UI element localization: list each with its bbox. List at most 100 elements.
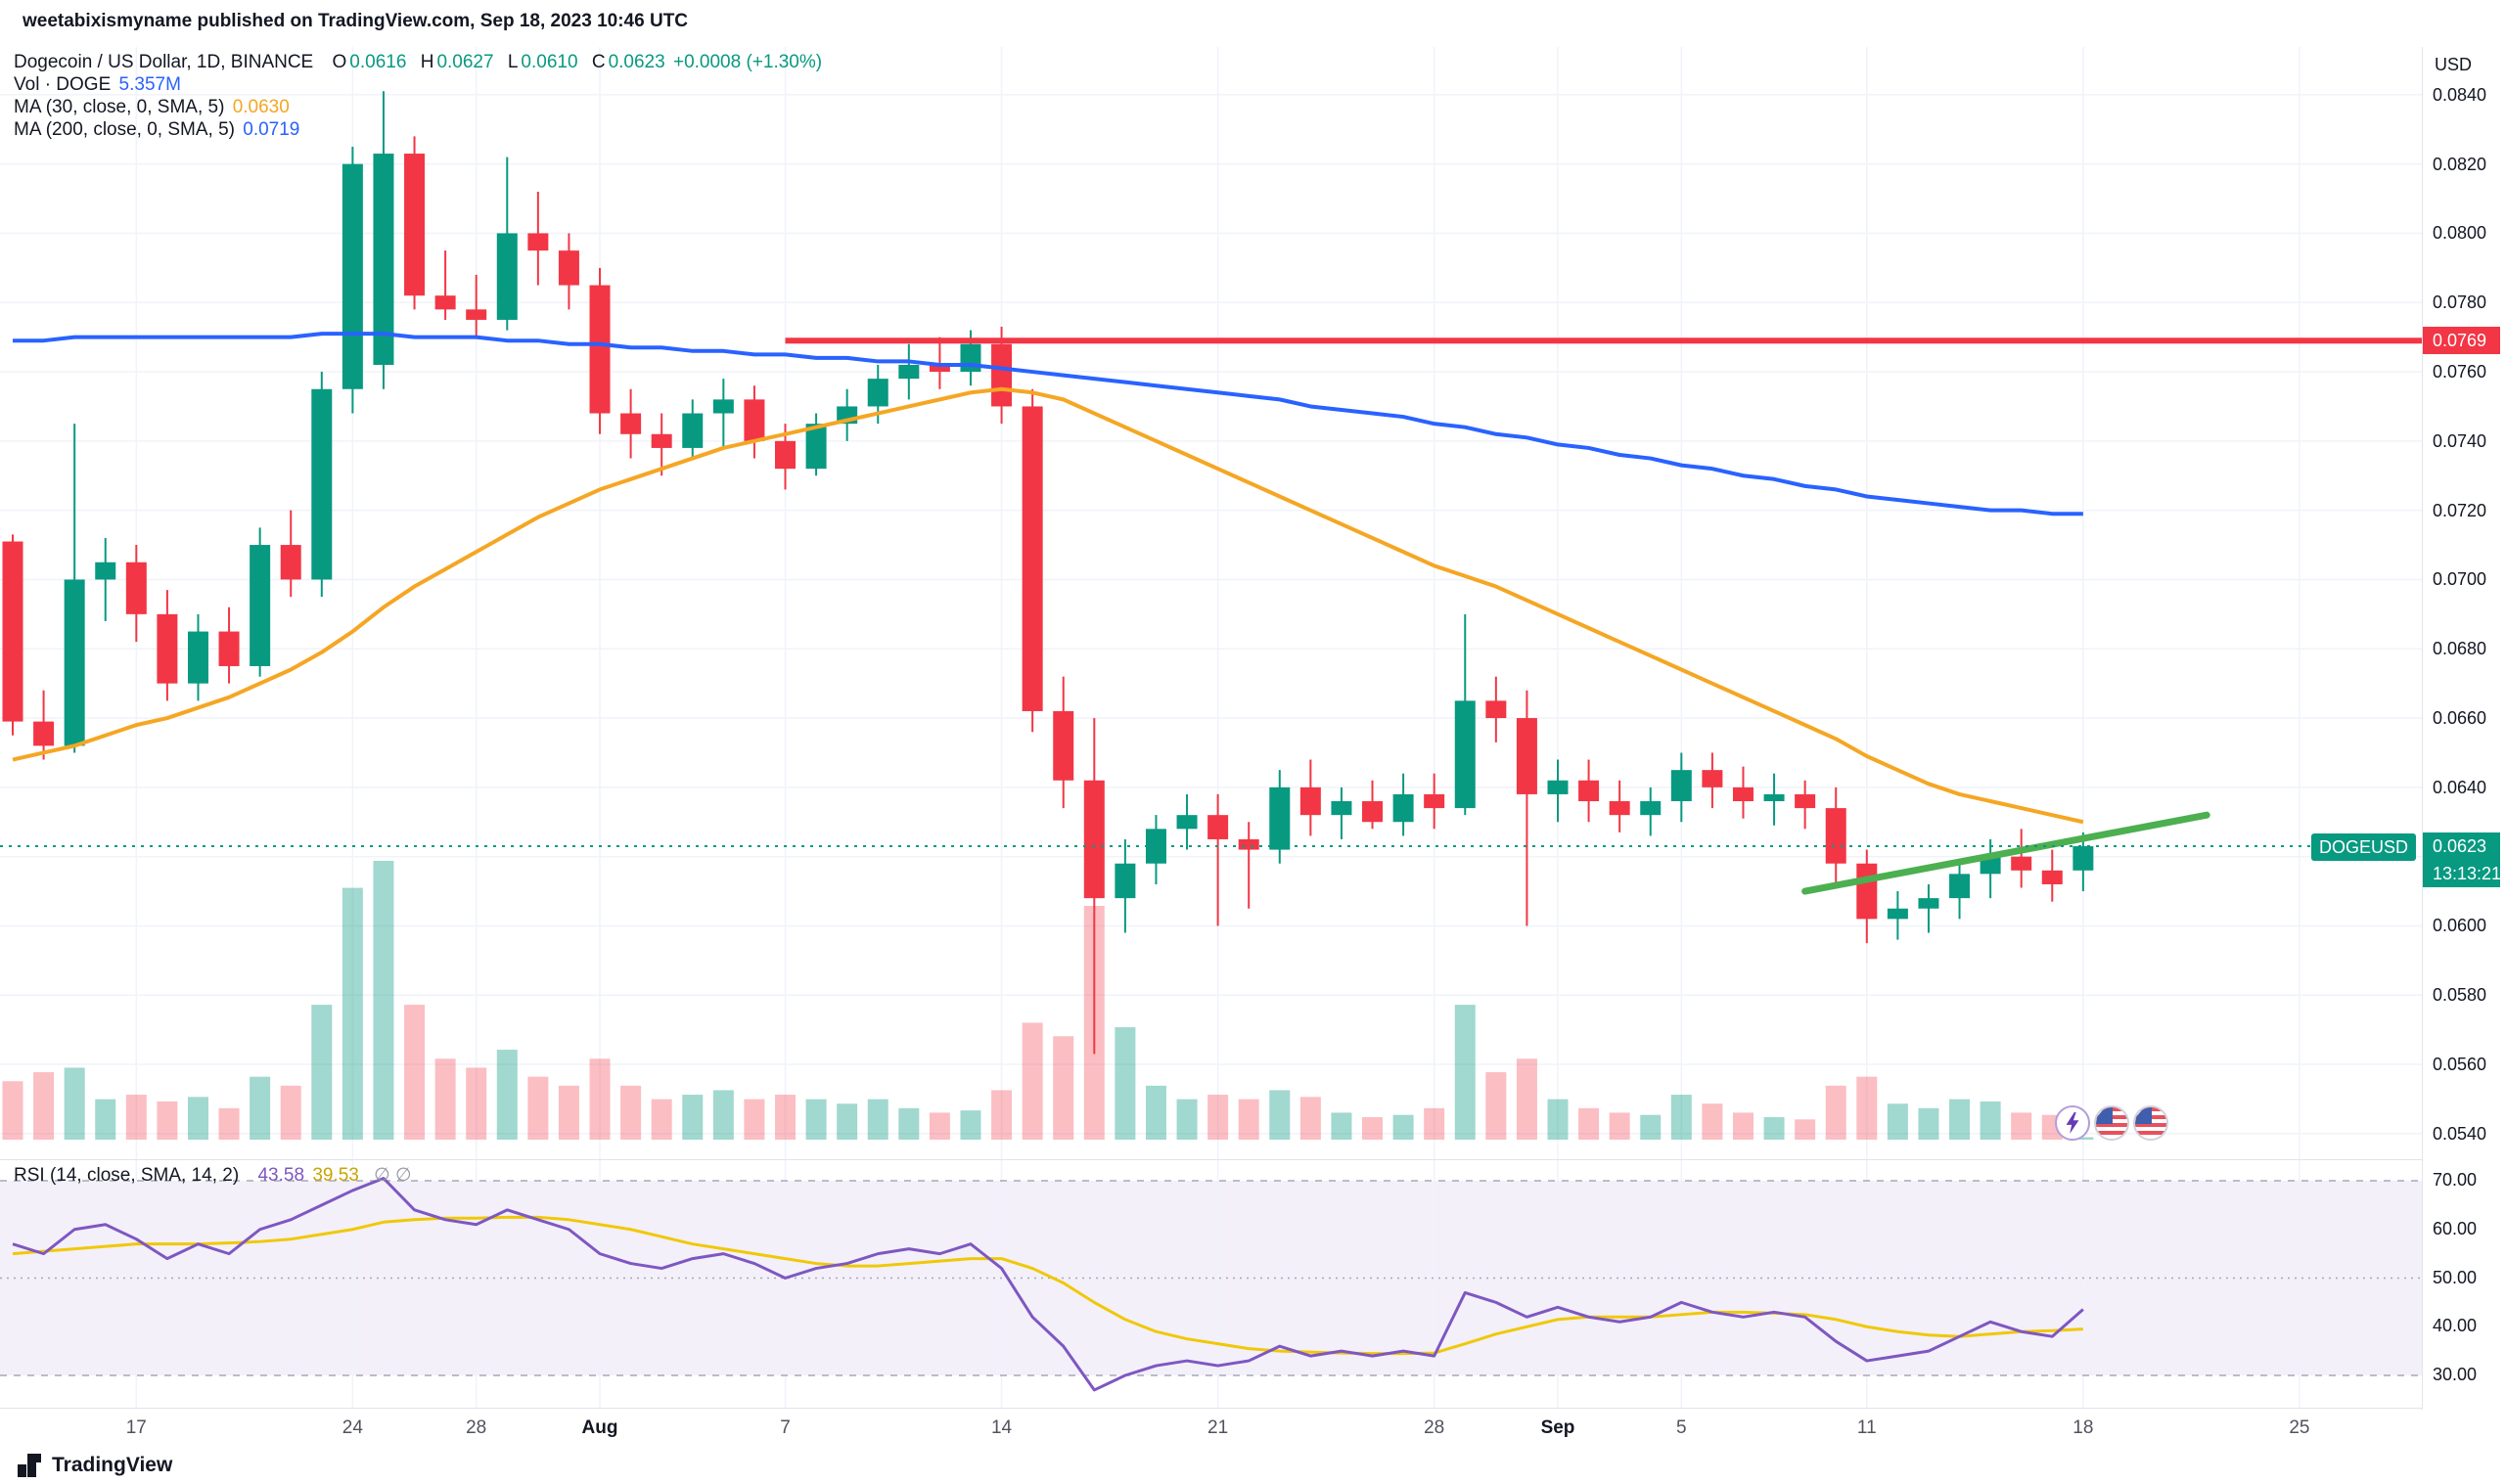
volume-bar: [1795, 1119, 1816, 1140]
price-tick-label: 0.0820: [2433, 154, 2487, 174]
rsi-ma-line: [12, 1215, 2083, 1356]
volume-bar: [496, 1050, 518, 1140]
volume-bar: [1578, 1107, 1600, 1140]
price-tick-label: 0.0840: [2433, 84, 2487, 105]
volume-bar: [1918, 1107, 1939, 1140]
price-chart-svg[interactable]: [0, 47, 2422, 1159]
candle-body: [1022, 406, 1043, 711]
price-tick-label: 0.0760: [2433, 362, 2487, 382]
volume-bar: [1362, 1117, 1384, 1140]
volume-bar: [929, 1112, 950, 1140]
candle-body: [95, 562, 116, 580]
volume-bar: [651, 1099, 672, 1140]
candle-body: [867, 379, 888, 407]
candle-body: [218, 631, 240, 666]
candle-body: [1825, 808, 1846, 864]
candle-body: [589, 285, 611, 414]
price-pane[interactable]: Dogecoin / US Dollar, 1D, BINANCE O 0.061…: [0, 47, 2422, 1159]
candle-body: [1238, 838, 1259, 850]
date-tick-label: 25: [2289, 1417, 2310, 1438]
rsi-line: [12, 1177, 2084, 1392]
date-tick-label: 28: [466, 1417, 487, 1438]
candle-body: [311, 388, 333, 580]
date-tick-label: 17: [125, 1417, 147, 1438]
candle-body: [2041, 870, 2063, 884]
candle-body: [929, 364, 950, 373]
volume-bar: [527, 1076, 549, 1140]
symbol-price-tag: DOGEUSD: [2310, 833, 2416, 862]
publish-line: weetabixismyname published on TradingVie…: [23, 11, 689, 31]
flag-icon-1[interactable]: [2094, 1105, 2129, 1141]
candle-body: [1516, 718, 1537, 794]
volume-bar: [960, 1110, 981, 1140]
volume-bar: [1547, 1099, 1569, 1140]
time-axis[interactable]: 17 24 28 Aug 7 14 21 28 Sep 5 11 18 25: [0, 1412, 2422, 1451]
price-tick-label: 0.0780: [2433, 292, 2487, 313]
candle-body: [1331, 801, 1352, 816]
volume-bar: [342, 887, 363, 1140]
rsi-pane[interactable]: RSI (14, close, SMA, 14, 2) 43.58 39.53 …: [0, 1159, 2422, 1409]
rsi-tick-label: 50.00: [2433, 1267, 2478, 1287]
boost-icon[interactable]: [2055, 1105, 2090, 1141]
candle-body: [1362, 801, 1384, 823]
candle-body: [1053, 710, 1074, 781]
candle-body: [280, 545, 301, 580]
rsi-tick-label: 30.00: [2433, 1365, 2478, 1384]
current-price-label: 0.0623: [2423, 832, 2500, 861]
candle-body: [466, 309, 487, 320]
resistance-price-label: 0.0769: [2423, 327, 2500, 355]
price-axis[interactable]: USD 0.0840 0.0820 0.0800 0.0780 0.0760 0.0740…: [2422, 47, 2505, 1410]
volume-bar: [250, 1076, 271, 1140]
candle-body: [620, 413, 642, 434]
axis-currency-label: USD: [2435, 55, 2473, 74]
candle-countdown-label: 13:13:21: [2423, 860, 2501, 888]
volume-bar: [1702, 1103, 1723, 1140]
candle-body: [991, 343, 1013, 407]
flag-icon-2[interactable]: [2133, 1105, 2168, 1141]
candle-body: [404, 154, 426, 296]
volume-bar: [1207, 1095, 1229, 1140]
candle-body: [2, 541, 23, 722]
rsi-chart-svg[interactable]: [0, 1160, 2422, 1408]
date-tick-label: 21: [1207, 1417, 1229, 1438]
volume-bar: [1887, 1103, 1908, 1140]
volume-bar: [1856, 1076, 1878, 1140]
date-tick-label: 28: [1424, 1417, 1445, 1438]
candle-body: [125, 562, 147, 614]
volume-bar: [589, 1058, 611, 1140]
tradingview-footer[interactable]: TradingView: [16, 1452, 172, 1479]
candle-body: [1454, 700, 1476, 809]
volume-bar: [1299, 1097, 1321, 1140]
volume-bar: [466, 1067, 487, 1140]
candle-body: [1640, 801, 1662, 816]
month-tick-label: Sep: [1540, 1417, 1575, 1438]
candle-body: [1763, 793, 1785, 802]
candle-body: [496, 233, 518, 320]
volume-bar: [712, 1090, 734, 1140]
candle-body: [1578, 780, 1600, 802]
candle-body: [775, 440, 796, 470]
volume-bar: [1053, 1036, 1074, 1140]
price-tick-label: 0.0720: [2433, 500, 2487, 520]
rsi-tick-label: 70.00: [2433, 1170, 2478, 1190]
candle-body: [1424, 793, 1445, 809]
volume-bar: [311, 1005, 333, 1140]
volume-bar: [1022, 1022, 1043, 1140]
volume-bar: [1238, 1099, 1259, 1140]
candle-body: [1485, 700, 1507, 719]
candle-body: [712, 399, 734, 414]
candle-body: [1115, 863, 1136, 899]
date-tick-label: 24: [342, 1417, 363, 1438]
volume-bar: [373, 861, 394, 1140]
candle-body: [373, 154, 394, 365]
volume-bar: [775, 1095, 796, 1140]
price-tick-label: 0.0640: [2433, 777, 2487, 797]
candle-body: [157, 613, 178, 684]
volume-bar: [33, 1072, 55, 1140]
price-tick-label: 0.0560: [2433, 1055, 2487, 1075]
date-tick-label: 5: [1676, 1417, 1687, 1438]
candle-body: [527, 233, 549, 251]
price-tick-label: 0.0680: [2433, 639, 2487, 659]
volume-bar: [64, 1067, 85, 1140]
volume-bar: [1454, 1005, 1476, 1140]
